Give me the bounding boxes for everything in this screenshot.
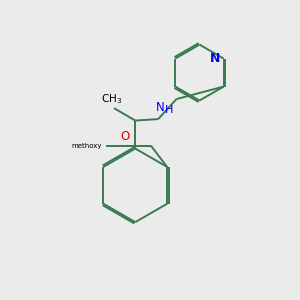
Text: H: H	[165, 105, 173, 115]
Text: CH$_3$: CH$_3$	[101, 92, 122, 106]
Text: N: N	[156, 101, 165, 114]
Text: N: N	[210, 52, 221, 65]
Text: O: O	[120, 130, 130, 143]
Text: methoxy: methoxy	[72, 143, 102, 149]
